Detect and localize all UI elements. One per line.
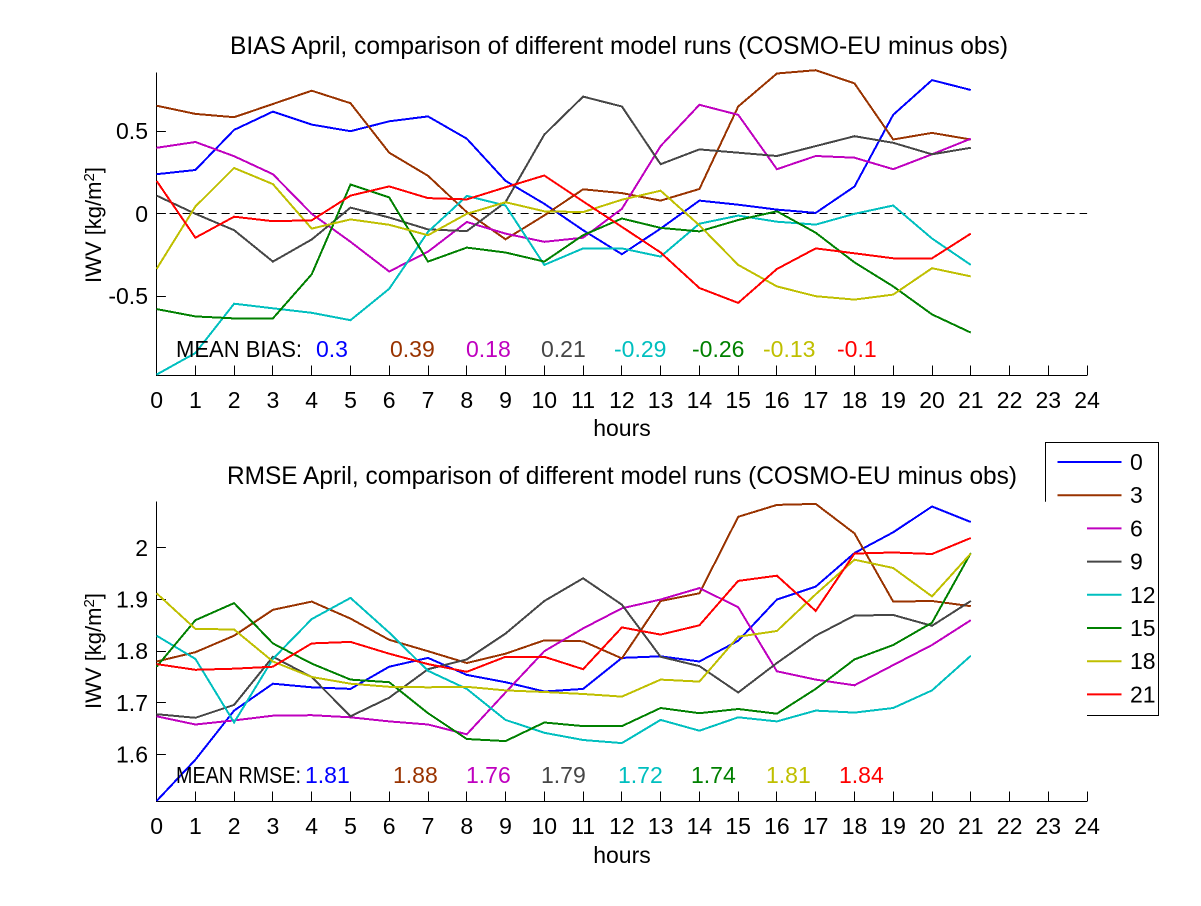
svg-text:1.74: 1.74 xyxy=(691,762,736,788)
svg-text:2: 2 xyxy=(135,535,148,561)
svg-text:2: 2 xyxy=(228,813,241,839)
svg-text:3: 3 xyxy=(267,813,280,839)
svg-text:0: 0 xyxy=(135,201,148,227)
svg-text:-0.29: -0.29 xyxy=(614,336,666,362)
svg-text:9: 9 xyxy=(499,387,512,413)
svg-text:22: 22 xyxy=(997,813,1023,839)
svg-text:1.76: 1.76 xyxy=(466,762,511,788)
svg-text:9: 9 xyxy=(499,813,512,839)
svg-text:1.88: 1.88 xyxy=(393,762,438,788)
svg-text:7: 7 xyxy=(422,813,435,839)
svg-text:3: 3 xyxy=(267,387,280,413)
svg-text:1.79: 1.79 xyxy=(541,762,586,788)
svg-text:15: 15 xyxy=(1130,615,1156,641)
svg-text:hours: hours xyxy=(593,415,651,441)
svg-text:0.18: 0.18 xyxy=(466,336,511,362)
svg-text:6: 6 xyxy=(1130,515,1143,541)
svg-text:14: 14 xyxy=(687,387,713,413)
svg-text:4: 4 xyxy=(305,813,318,839)
svg-text:13: 13 xyxy=(648,387,674,413)
svg-text:8: 8 xyxy=(460,813,473,839)
svg-text:0.5: 0.5 xyxy=(116,118,148,144)
svg-text:24: 24 xyxy=(1074,387,1100,413)
svg-text:16: 16 xyxy=(764,813,790,839)
svg-text:1: 1 xyxy=(189,387,202,413)
svg-text:1.81: 1.81 xyxy=(766,762,811,788)
svg-text:20: 20 xyxy=(919,813,945,839)
svg-text:17: 17 xyxy=(803,813,829,839)
svg-text:20: 20 xyxy=(919,387,945,413)
svg-text:12: 12 xyxy=(609,813,635,839)
svg-text:15: 15 xyxy=(725,813,751,839)
svg-text:23: 23 xyxy=(1036,387,1062,413)
svg-text:0.21: 0.21 xyxy=(541,336,586,362)
svg-text:MEAN BIAS:: MEAN BIAS: xyxy=(176,336,302,362)
svg-text:1.6: 1.6 xyxy=(116,742,148,768)
svg-text:10: 10 xyxy=(532,813,558,839)
svg-text:-0.1: -0.1 xyxy=(837,336,877,362)
svg-text:18: 18 xyxy=(1130,648,1156,674)
svg-text:1.81: 1.81 xyxy=(305,762,350,788)
svg-text:-0.13: -0.13 xyxy=(763,336,815,362)
svg-text:0: 0 xyxy=(1130,449,1143,475)
svg-text:21: 21 xyxy=(958,387,984,413)
svg-text:11: 11 xyxy=(571,387,595,413)
svg-text:1.8: 1.8 xyxy=(116,638,148,664)
svg-text:12: 12 xyxy=(1130,582,1156,608)
svg-text:12: 12 xyxy=(609,387,635,413)
svg-text:IWV [kg/m2]: IWV [kg/m2] xyxy=(81,593,106,709)
svg-text:8: 8 xyxy=(460,387,473,413)
svg-text:-0.5: -0.5 xyxy=(108,283,148,309)
svg-text:0.3: 0.3 xyxy=(316,336,348,362)
svg-text:2: 2 xyxy=(228,387,241,413)
svg-text:16: 16 xyxy=(764,387,790,413)
svg-text:MEAN RMSE:: MEAN RMSE: xyxy=(176,762,301,788)
svg-text:IWV [kg/m2]: IWV [kg/m2] xyxy=(81,167,106,283)
svg-text:hours: hours xyxy=(593,842,651,868)
svg-text:5: 5 xyxy=(344,387,357,413)
svg-text:21: 21 xyxy=(1130,681,1156,707)
svg-text:24: 24 xyxy=(1074,813,1100,839)
svg-text:1.84: 1.84 xyxy=(839,762,884,788)
svg-text:14: 14 xyxy=(687,813,713,839)
svg-text:1.7: 1.7 xyxy=(116,690,148,716)
svg-text:BIAS April, comparison of diff: BIAS April, comparison of different mode… xyxy=(230,32,1008,60)
svg-text:6: 6 xyxy=(383,813,396,839)
svg-text:0.39: 0.39 xyxy=(390,336,435,362)
svg-text:5: 5 xyxy=(344,813,357,839)
svg-text:18: 18 xyxy=(842,813,868,839)
svg-text:23: 23 xyxy=(1036,813,1062,839)
svg-text:RMSE April, comparison of diff: RMSE April, comparison of different mode… xyxy=(227,462,1017,490)
svg-text:6: 6 xyxy=(383,387,396,413)
svg-text:18: 18 xyxy=(842,387,868,413)
svg-text:4: 4 xyxy=(305,387,318,413)
svg-text:11: 11 xyxy=(571,813,595,839)
svg-text:7: 7 xyxy=(422,387,435,413)
svg-text:1.9: 1.9 xyxy=(116,587,148,613)
svg-text:10: 10 xyxy=(532,387,558,413)
svg-text:13: 13 xyxy=(648,813,674,839)
svg-text:3: 3 xyxy=(1130,482,1143,508)
svg-text:15: 15 xyxy=(725,387,751,413)
svg-text:0: 0 xyxy=(150,387,163,413)
svg-text:19: 19 xyxy=(880,387,906,413)
svg-text:0: 0 xyxy=(150,813,163,839)
svg-text:9: 9 xyxy=(1130,549,1143,575)
svg-text:19: 19 xyxy=(880,813,906,839)
svg-text:17: 17 xyxy=(803,387,829,413)
svg-text:1: 1 xyxy=(189,813,202,839)
svg-text:1.72: 1.72 xyxy=(618,762,663,788)
svg-text:21: 21 xyxy=(958,813,984,839)
svg-text:22: 22 xyxy=(997,387,1023,413)
svg-text:-0.26: -0.26 xyxy=(692,336,744,362)
